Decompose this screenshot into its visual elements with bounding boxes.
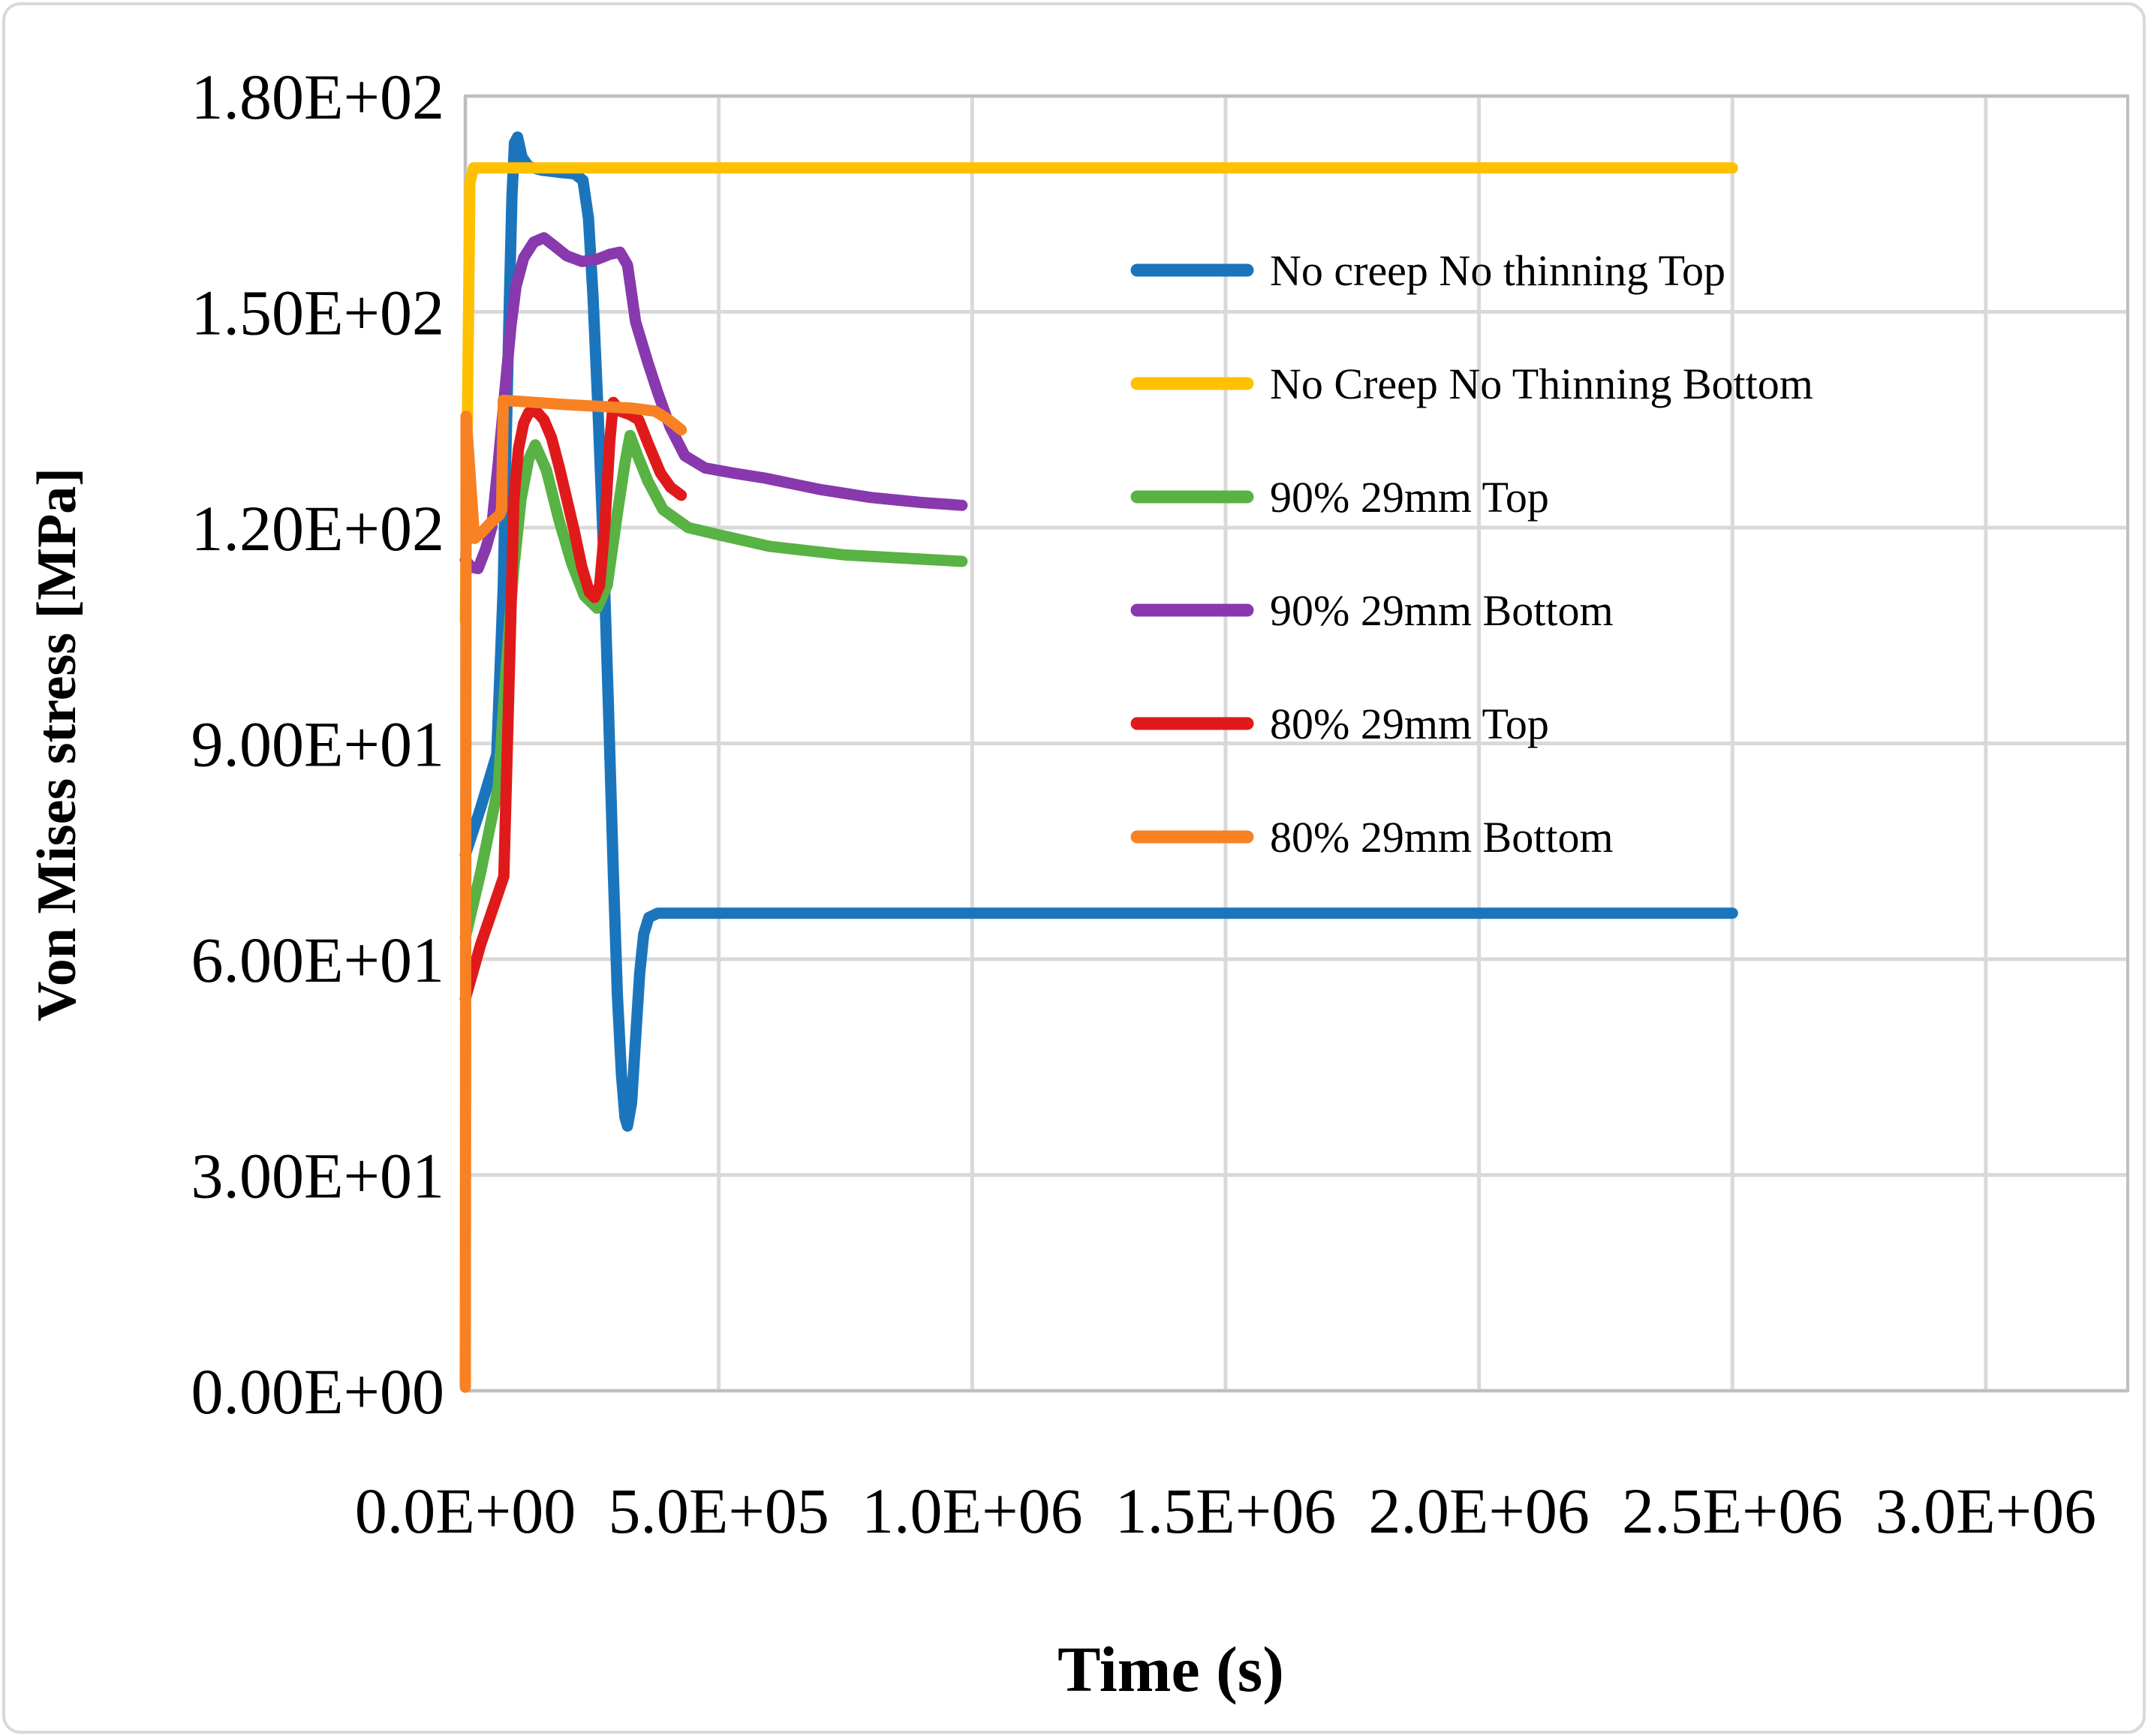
series-line-4[interactable] — [459, 396, 687, 1005]
legend-label: 90% 29mm Bottom — [1270, 586, 1614, 635]
series-line-1[interactable] — [459, 162, 1738, 627]
x-axis-title: Time (s) — [1057, 1633, 1284, 1705]
legend: No creep No thinning Top No Creep No Thin… — [1130, 246, 1813, 862]
legend-label: 80% 29mm Top — [1270, 700, 1549, 748]
y-tick-label: 0.00E+00 — [191, 1355, 444, 1428]
legend-label: 90% 29mm Top — [1270, 473, 1549, 522]
x-tick-label: 2.5E+06 — [1622, 1475, 1843, 1547]
y-axis-title: Von Mises stress [MPa] — [26, 468, 88, 1021]
series-lines — [459, 131, 1738, 1393]
legend-label: No Creep No Thinning Bottom — [1270, 360, 1813, 408]
axis-tick-labels: 0.00E+00 3.00E+01 6.00E+01 9.00E+01 1.20E+02… — [191, 61, 2096, 1547]
x-tick-label: 1.5E+06 — [1115, 1475, 1337, 1547]
legend-item-1[interactable]: No Creep No Thinning Bottom — [1130, 360, 1813, 408]
legend-label: 80% 29mm Bottom — [1270, 813, 1614, 862]
y-tick-label: 3.00E+01 — [191, 1140, 444, 1212]
x-tick-label: 1.0E+06 — [862, 1475, 1083, 1547]
legend-label: No creep No thinning Top — [1270, 246, 1725, 295]
series-line-2[interactable] — [459, 429, 968, 943]
x-tick-label: 0.0E+00 — [355, 1475, 576, 1547]
legend-item-5[interactable]: 80% 29mm Bottom — [1130, 813, 1614, 862]
x-tick-label: 2.0E+06 — [1368, 1475, 1590, 1547]
gridlines — [463, 94, 2128, 1393]
legend-item-0[interactable]: No creep No thinning Top — [1130, 246, 1725, 295]
legend-item-2[interactable]: 90% 29mm Top — [1130, 473, 1549, 522]
legend-item-4[interactable]: 80% 29mm Top — [1130, 700, 1549, 748]
y-tick-label: 6.00E+01 — [191, 924, 444, 996]
legend-item-3[interactable]: 90% 29mm Bottom — [1130, 586, 1614, 635]
y-tick-label: 1.80E+02 — [191, 61, 444, 133]
series-line-5[interactable] — [459, 394, 687, 1393]
x-tick-label: 5.0E+05 — [608, 1475, 829, 1547]
y-tick-label: 1.50E+02 — [191, 277, 444, 349]
y-tick-label: 9.00E+01 — [191, 709, 444, 781]
x-tick-label: 3.0E+06 — [1876, 1475, 2097, 1547]
y-tick-label: 1.20E+02 — [191, 492, 444, 564]
